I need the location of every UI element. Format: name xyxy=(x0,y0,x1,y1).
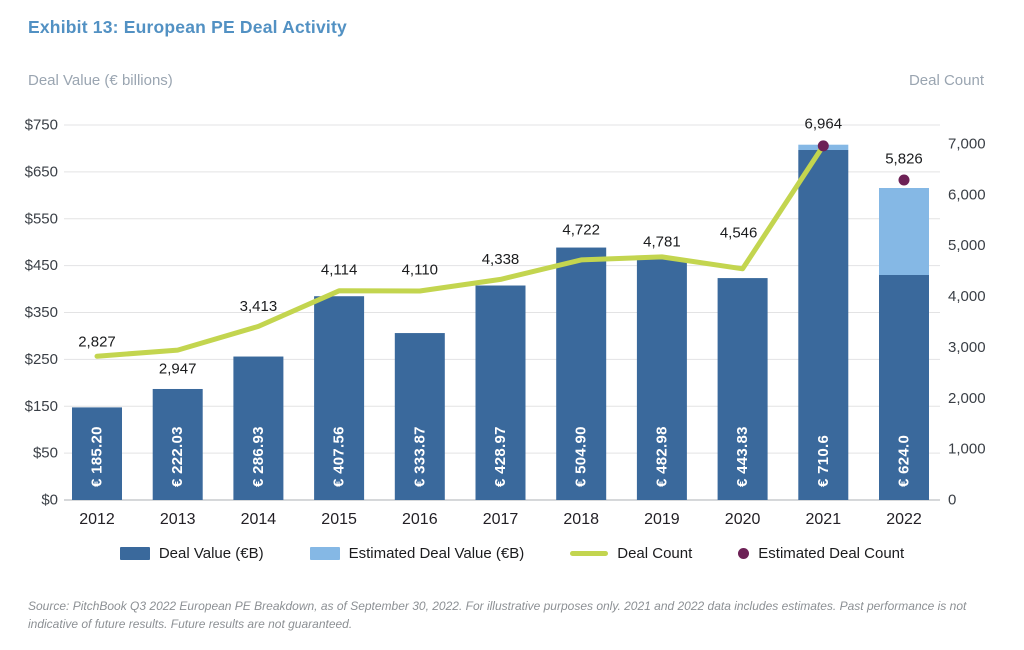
left-tick-150: $150 xyxy=(25,398,58,415)
right-tick-2-000: 2,000 xyxy=(948,390,986,407)
count-label-2022: 5,826 xyxy=(885,151,923,168)
x-axis-label-2012: 2012 xyxy=(79,511,115,528)
left-tick-0: $0 xyxy=(41,492,58,509)
right-tick-7-000: 7,000 xyxy=(948,136,986,153)
bar-value-label-2012: € 185.20 xyxy=(89,426,106,487)
x-axis-label-2017: 2017 xyxy=(483,511,519,528)
legend-dot-icon-estimated-deal-count xyxy=(738,548,750,559)
bar-2021 xyxy=(798,150,849,500)
count-label-2017: 4,338 xyxy=(482,251,520,268)
left-tick-250: $250 xyxy=(25,351,58,368)
estimated-count-dot-2022 xyxy=(898,174,910,186)
bar-2015 xyxy=(314,296,365,500)
legend-item-deal-value-b: Deal Value (€B) xyxy=(119,545,264,562)
legend: Deal Value (€B) Estimated Deal Value (€B)… xyxy=(0,545,1024,562)
count-label-2015: 4,114 xyxy=(321,261,357,278)
legend-line-icon-deal-count xyxy=(570,551,609,556)
legend-label-estimated-deal-value-b: Estimated Deal Value (€B) xyxy=(348,545,525,562)
source-note: Source: PitchBook Q3 2022 European PE Br… xyxy=(28,599,967,631)
bar-value-label-2022: € 624.0 xyxy=(896,435,913,487)
x-axis-label-2022: 2022 xyxy=(886,511,922,528)
left-axis-title: Deal Value (€ billions) xyxy=(28,72,173,89)
x-axis-label-2018: 2018 xyxy=(563,511,599,528)
bar-2018 xyxy=(556,247,607,500)
chart-svg: $750 $650 $550 $450 $350 $250 $150 $50 $0 7,000 6,… xyxy=(25,115,986,528)
right-tick-3-000: 3,000 xyxy=(948,339,986,356)
bar-value-label-2017: € 428.97 xyxy=(492,426,509,487)
right-tick-5-000: 5,000 xyxy=(948,237,986,254)
left-tick-50: $50 xyxy=(33,445,58,462)
left-tick-750: $750 xyxy=(25,117,58,134)
bar-2012 xyxy=(72,407,122,500)
x-axis-labels: 2012 2013 2014 2015 2016 2017 2018 2019 2020 2021… xyxy=(79,511,922,528)
estimated-count-dots xyxy=(817,140,910,186)
legend-label-deal-value-b: Deal Value (€B) xyxy=(158,545,264,562)
deal-count-line xyxy=(94,143,826,359)
x-axis-label-2021: 2021 xyxy=(806,511,842,528)
left-tick-650: $650 xyxy=(25,163,58,180)
right-axis-title: Deal Count xyxy=(908,72,984,89)
right-tick-4-000: 4,000 xyxy=(948,288,986,305)
count-label-2018: 4,722 xyxy=(562,221,600,238)
right-axis-ticks: 7,000 6,000 5,000 4,000 3,000 2,000 1,000 0 xyxy=(948,136,986,509)
bar-value-label-2019: € 482.98 xyxy=(653,426,670,487)
bar-2017 xyxy=(475,285,526,500)
chart: $750 $650 $550 $450 $350 $250 $150 $50 $0 7,000 6,… xyxy=(0,100,1024,545)
bar-estimated-segment-2022 xyxy=(879,188,929,275)
bar-value-label-2016: € 333.87 xyxy=(411,426,428,487)
bar-value-label-2020: € 443.83 xyxy=(734,426,751,487)
count-label-2012: 2,827 xyxy=(78,334,116,351)
x-axis-label-2014: 2014 xyxy=(241,511,277,528)
legend-item-estimated-deal-value-b: Estimated Deal Value (€B) xyxy=(309,545,525,562)
right-tick-1-000: 1,000 xyxy=(948,441,986,458)
legend-swatch-icon-deal-value-b xyxy=(119,547,150,560)
bar-2020 xyxy=(717,278,768,500)
legend-item-estimated-deal-count: Estimated Deal Count xyxy=(738,545,904,562)
count-label-2021: 6,964 xyxy=(805,115,843,132)
bar-2022 xyxy=(879,275,929,500)
right-tick-0: 0 xyxy=(948,492,956,509)
left-tick-350: $350 xyxy=(25,304,58,321)
bar-value-label-2014: € 286.93 xyxy=(250,426,267,487)
bar-value-label-2013: € 222.03 xyxy=(169,426,186,487)
count-label-2014: 3,413 xyxy=(240,298,278,315)
left-tick-450: $450 xyxy=(25,257,58,274)
bar-2016 xyxy=(394,333,445,500)
count-label-2016: 4,110 xyxy=(402,261,438,278)
bar-2013 xyxy=(152,388,203,500)
legend-item-deal-count: Deal Count xyxy=(570,545,692,562)
count-label-2020: 4,546 xyxy=(720,224,758,241)
bar-2014 xyxy=(233,356,284,500)
estimated-count-dot-2021 xyxy=(817,140,829,152)
x-axis-label-2020: 2020 xyxy=(725,511,761,528)
bar-value-label-2015: € 407.56 xyxy=(331,426,348,487)
bar-value-label-2021: € 710.6 xyxy=(815,435,832,487)
bar-value-labels: € 185.20 € 222.03 € 286.93 € 407.56 € 333.87… xyxy=(89,426,913,487)
left-tick-550: $550 xyxy=(25,210,58,227)
x-axis-label-2019: 2019 xyxy=(644,511,680,528)
left-axis-ticks: $750 $650 $550 $450 $350 $250 $150 $50 $0 xyxy=(25,117,58,509)
count-label-2013: 2,947 xyxy=(159,361,197,378)
x-axis-label-2016: 2016 xyxy=(402,511,438,528)
right-tick-6-000: 6,000 xyxy=(948,186,986,203)
count-labels: 2,827 2,947 3,413 4,114 4,110 4,338 4,722 4,781… xyxy=(78,115,923,377)
page-title: Exhibit 13: European PE Deal Activity xyxy=(28,17,347,37)
x-axis-label-2013: 2013 xyxy=(160,511,196,528)
bar-2019 xyxy=(636,258,687,500)
legend-label-deal-count: Deal Count xyxy=(617,545,693,562)
legend-label-estimated-deal-count: Estimated Deal Count xyxy=(758,545,905,562)
bar-value-label-2018: € 504.90 xyxy=(573,426,590,487)
x-axis-label-2015: 2015 xyxy=(321,511,357,528)
count-label-2019: 4,781 xyxy=(643,233,681,250)
legend-swatch-icon-estimated-deal-value-b xyxy=(309,547,340,560)
bars-group xyxy=(72,144,929,500)
